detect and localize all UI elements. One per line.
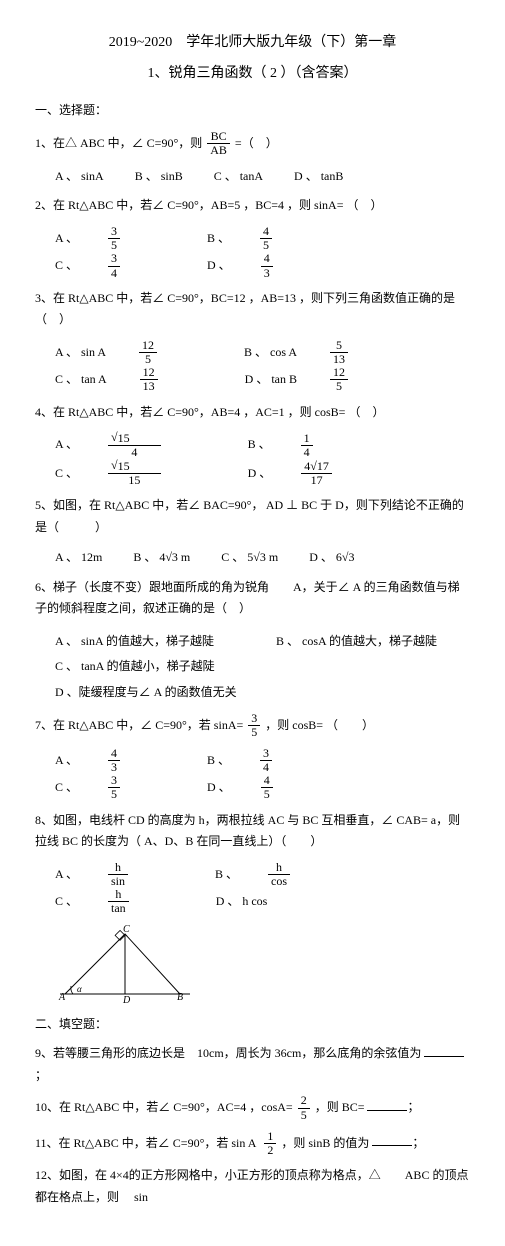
q7-opt-b: B 、34 — [207, 747, 328, 774]
q1-opt-d: D 、 tanB — [294, 166, 343, 188]
q10-frac: 25 — [298, 1094, 310, 1121]
q9-blank — [424, 1045, 464, 1057]
q8-opt-d: D 、 h cos — [216, 891, 268, 913]
q2-opt-d: D 、43 — [207, 252, 329, 279]
q6-options: A 、 sinA 的值越大，梯子越陡 B 、 cosA 的值越大，梯子越陡 C … — [55, 628, 470, 704]
q8-opt-c: C 、htan — [55, 888, 185, 915]
q11-text: 11、在 Rt△ABC 中，若∠ C=90°，若 sin A — [35, 1136, 256, 1150]
q1-frac: BCAB — [207, 130, 230, 157]
question-1: 1、在△ ABC 中，∠ C=90°，则 BCAB =（ ） — [35, 130, 470, 157]
q8-opt-a: A 、hsin — [55, 861, 184, 888]
question-5: 5、如图，在 Rt△ABC 中，若∠ BAC=90°， AD ⊥ BC 于 D，… — [35, 495, 470, 538]
q7-options: A 、43 B 、34 C 、35 D 、45 — [55, 747, 470, 802]
q2-opt-a: A 、35 — [55, 225, 176, 252]
question-6: 6、梯子（长度不变）跟地面所成的角为锐角 A，关于∠ A 的三角函数值与梯子的倾… — [35, 577, 470, 620]
q11-blank — [372, 1134, 412, 1146]
q1-opt-a: A 、 sinA — [55, 166, 104, 188]
question-9: 9、若等腰三角形的底边长是 10cm，周长为 36cm，那么底角的余弦值为 ； — [35, 1043, 470, 1086]
q4-opt-b: B 、14 — [248, 432, 369, 459]
q3-options: A 、 sin A 125 B 、 cos A 513 C 、 tan A 12… — [55, 339, 470, 394]
q4-opt-a: A 、√154 — [55, 431, 217, 459]
q5-opt-a: A 、 12m — [55, 547, 102, 569]
q7-opt-d: D 、45 — [207, 774, 329, 801]
q10-text: 10、在 Rt△ABC 中，若∠ C=90°，AC=4 ，cosA= — [35, 1100, 293, 1114]
svg-text:D: D — [122, 995, 131, 1004]
section-2-label: 二、填空题： — [35, 1014, 470, 1036]
q7-frac: 35 — [248, 712, 260, 739]
q3-opt-c: C 、 tan A 1213 — [55, 366, 214, 393]
question-7: 7、在 Rt△ABC 中，∠ C=90°，若 sinA= 35 ，则 cosB=… — [35, 712, 470, 739]
q4-opt-d: D 、4√1717 — [248, 460, 388, 487]
q2-opt-c: C 、34 — [55, 252, 176, 279]
q4-options: A 、√154 B 、14 C 、√1515 D 、4√1717 — [55, 431, 470, 487]
q11-tail: ，则 sinB 的值为 — [281, 1136, 369, 1150]
q3-opt-d: D 、 tan B 125 — [245, 366, 404, 393]
question-12: 12、如图，在 4×4的正方形网格中，小正方形的顶点称为格点，△ ABC 的顶点… — [35, 1165, 470, 1208]
triangle-figure: C A B D α — [55, 924, 195, 1004]
q7-tail: ，则 cosB= （ ） — [265, 717, 374, 731]
question-11: 11、在 Rt△ABC 中，若∠ C=90°，若 sin A 12 ，则 sin… — [35, 1130, 470, 1157]
q1-opt-c: C 、 tanA — [214, 166, 263, 188]
question-10: 10、在 Rt△ABC 中，若∠ C=90°，AC=4 ，cosA= 25 ，则… — [35, 1094, 470, 1121]
q7-text: 7、在 Rt△ABC 中，∠ C=90°，若 sinA= — [35, 717, 243, 731]
question-3: 3、在 Rt△ABC 中，若∠ C=90°，BC=12 ，AB=13 ，则下列三… — [35, 288, 470, 331]
svg-text:α: α — [77, 984, 82, 994]
q1-text: 1、在△ ABC 中，∠ C=90°，则 — [35, 136, 202, 150]
q6-opt-a: A 、 sinA 的值越大，梯子越陡 — [55, 629, 245, 653]
q11-frac: 12 — [264, 1130, 276, 1157]
q1-opt-b: B 、 sinB — [135, 166, 183, 188]
main-title: 2019~2020 学年北师大版九年级（下）第一章 — [35, 30, 470, 55]
subtitle: 1、锐角三角函数（ 2 ）（含答案） — [35, 61, 470, 86]
question-2: 2、在 Rt△ABC 中，若∠ C=90°，AB=5 ，BC=4 ，则 sinA… — [35, 195, 470, 217]
question-4: 4、在 Rt△ABC 中，若∠ C=90°，AB=4 ，AC=1 ，则 cosB… — [35, 402, 470, 424]
q3-opt-a: A 、 sin A 125 — [55, 339, 213, 366]
q6-opt-c: C 、 tanA 的值越小，梯子越陡 — [55, 654, 245, 678]
q1-tail: =（ ） — [235, 136, 278, 150]
q7-opt-c: C 、35 — [55, 774, 176, 801]
q5-opt-c: C 、 5√3 m — [221, 547, 278, 569]
q6-opt-b: B 、 cosA 的值越大，梯子越陡 — [276, 629, 437, 653]
q4-opt-c: C 、√1515 — [55, 459, 217, 487]
q9-text: 9、若等腰三角形的底边长是 10cm，周长为 36cm，那么底角的余弦值为 — [35, 1046, 421, 1060]
q3-opt-b: B 、 cos A 513 — [244, 339, 404, 366]
q5-options: A 、 12m B 、 4√3 m C 、 5√3 m D 、 6√3 — [55, 547, 470, 569]
section-1-label: 一、选择题： — [35, 100, 470, 122]
q5-opt-b: B 、 4√3 m — [133, 547, 190, 569]
q2-options: A 、35 B 、45 C 、34 D 、43 — [55, 225, 470, 280]
q8-opt-b: B 、hcos — [215, 861, 346, 888]
q5-opt-d: D 、 6√3 — [309, 547, 354, 569]
q10-blank — [367, 1099, 407, 1111]
q7-opt-a: A 、43 — [55, 747, 176, 774]
q6-opt-d: D 、陡缓程度与∠ A 的函数值无关 — [55, 680, 237, 704]
q1-options: A 、 sinA B 、 sinB C 、 tanA D 、 tanB — [55, 165, 470, 187]
svg-text:C: C — [123, 924, 130, 935]
q2-opt-b: B 、45 — [207, 225, 328, 252]
q10-tail: ，则 BC= — [315, 1100, 365, 1114]
q8-options: A 、hsin B 、hcos C 、htan D 、 h cos — [55, 861, 470, 916]
question-8: 8、如图，电线杆 CD 的高度为 h，两根拉线 AC 与 BC 互相垂直，∠ C… — [35, 810, 470, 853]
